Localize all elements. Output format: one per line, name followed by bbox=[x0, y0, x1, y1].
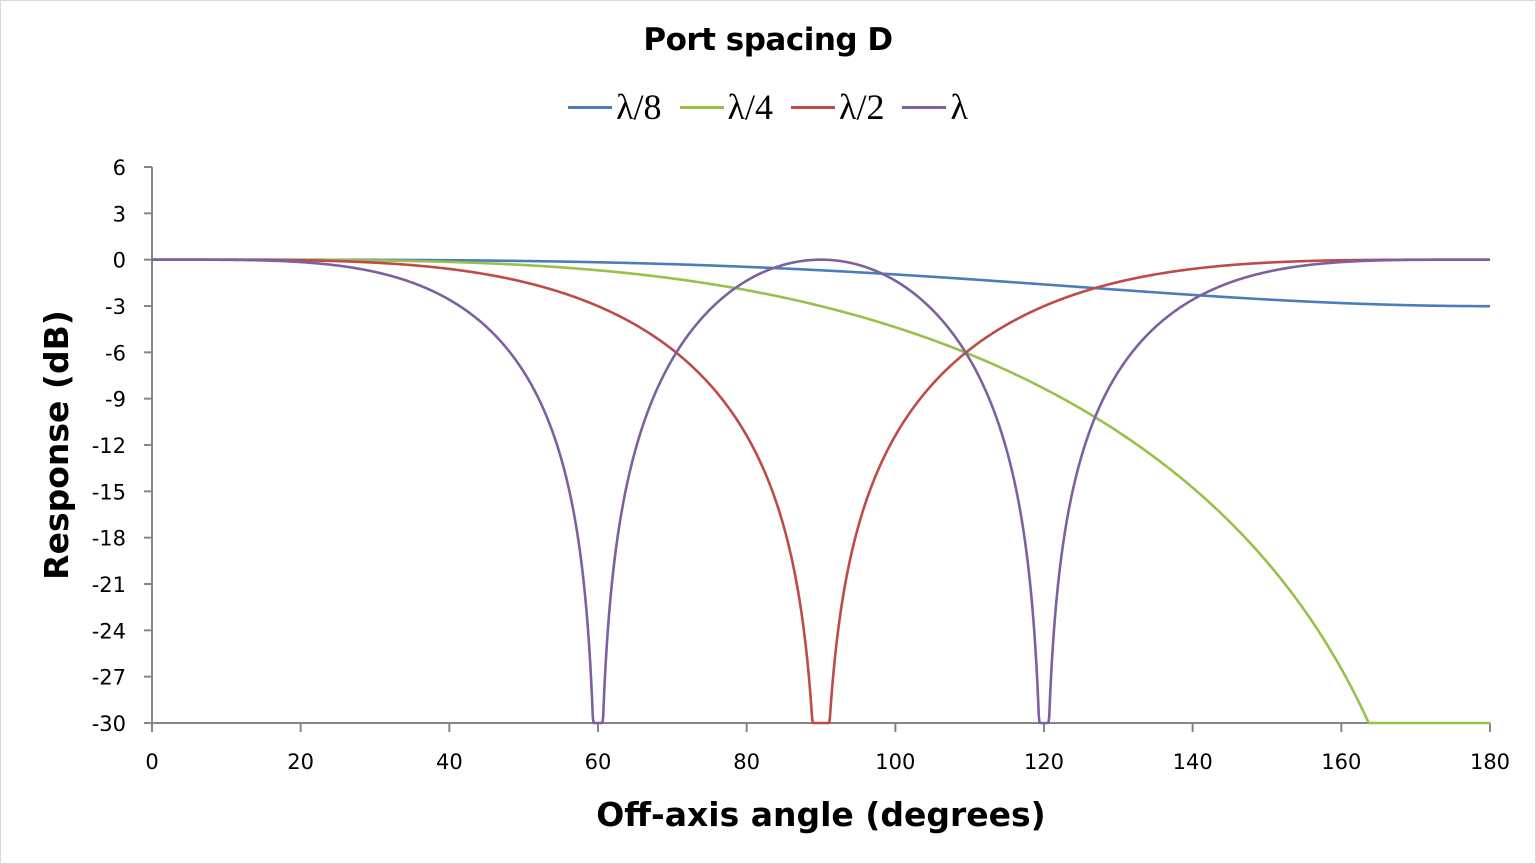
x-tick-label: 160 bbox=[1321, 750, 1361, 774]
data-series bbox=[151, 258, 1491, 725]
series-line-1 bbox=[151, 258, 1491, 725]
legend-item-lambda-4: λ/4 bbox=[679, 86, 773, 128]
x-tick-label: 180 bbox=[1470, 750, 1510, 774]
y-tick-label: -27 bbox=[92, 666, 126, 690]
y-tick-label: -24 bbox=[92, 619, 126, 643]
x-tick-label: 40 bbox=[436, 750, 463, 774]
y-tick-label: -3 bbox=[105, 295, 126, 319]
y-tick-label: -18 bbox=[92, 527, 126, 551]
y-axis: 6 3 0 -3 -6 -9 -12 -15 -18 -21 -24 -27 -30 bbox=[92, 156, 153, 736]
legend-label: λ/4 bbox=[727, 87, 773, 127]
legend-item-lambda-2: λ/2 bbox=[791, 86, 884, 128]
y-tick-label: -21 bbox=[92, 573, 126, 597]
y-tick-label: 3 bbox=[113, 202, 126, 226]
y-tick-label: -15 bbox=[92, 480, 126, 504]
y-tick-label: -6 bbox=[105, 341, 126, 365]
x-tick-label: 0 bbox=[145, 750, 158, 774]
y-tick-label: 6 bbox=[113, 156, 126, 180]
chart-title: Port spacing D bbox=[643, 22, 893, 58]
legend-item-lambda-8: λ/8 bbox=[568, 86, 662, 128]
y-tick-label: -12 bbox=[92, 434, 126, 458]
legend-label: λ/8 bbox=[616, 87, 662, 127]
legend-item-lambda: λ bbox=[902, 86, 968, 128]
x-tick-label: 140 bbox=[1173, 750, 1213, 774]
x-tick-label: 60 bbox=[585, 750, 612, 774]
y-axis-title: Response (dB) bbox=[37, 310, 76, 580]
x-axis-title: Off-axis angle (degrees) bbox=[596, 795, 1046, 834]
y-tick-label: -9 bbox=[105, 388, 126, 412]
legend: λ/8 λ/4 λ/2 λ bbox=[0, 86, 1536, 128]
x-tick-label: 20 bbox=[287, 750, 314, 774]
x-tick-label: 120 bbox=[1024, 750, 1064, 774]
x-tick-label: 100 bbox=[875, 750, 915, 774]
legend-label: λ bbox=[950, 87, 968, 127]
legend-swatch-line-icon bbox=[902, 105, 947, 109]
legend-swatch-line-icon bbox=[791, 105, 835, 109]
y-tick-label: 0 bbox=[113, 249, 126, 273]
legend-swatch-line-icon bbox=[679, 105, 724, 109]
y-tick-label: -30 bbox=[92, 712, 126, 736]
legend-swatch-line-icon bbox=[568, 105, 613, 109]
x-tick-label: 80 bbox=[733, 750, 760, 774]
series-line-3 bbox=[151, 258, 1491, 725]
legend-label: λ/2 bbox=[839, 87, 885, 127]
x-axis: 0 20 40 60 80 100 120 140 160 180 bbox=[145, 722, 1510, 774]
series-line-2 bbox=[151, 258, 1491, 725]
